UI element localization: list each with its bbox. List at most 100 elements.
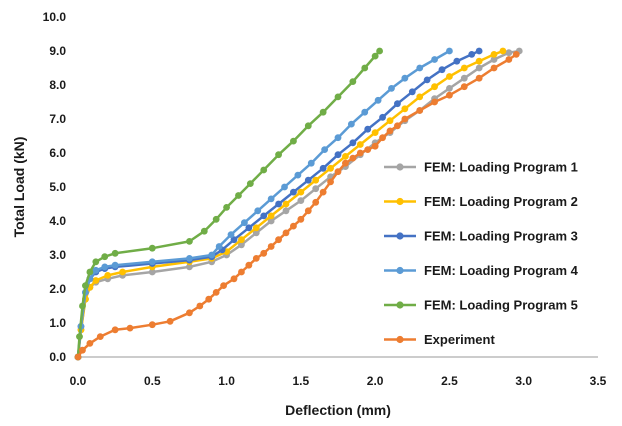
data-point [371, 129, 379, 137]
data-point [282, 200, 290, 208]
data-point [349, 78, 357, 85]
x-tick-label: 1.5 [293, 374, 310, 388]
legend-item: FEM: Loading Program 1 [384, 160, 578, 175]
y-tick-label: 2.0 [49, 282, 66, 296]
data-point [334, 151, 342, 159]
data-point [252, 224, 260, 232]
y-tick-label: 4.0 [49, 214, 66, 228]
legend-label: FEM: Loading Program 3 [424, 229, 578, 244]
data-point [212, 289, 220, 296]
data-point [267, 195, 275, 203]
x-tick-label: 0.5 [144, 374, 161, 388]
legend-item: FEM: Loading Program 3 [384, 229, 578, 244]
x-axis-title: Deflection (mm) [285, 402, 391, 418]
data-point [252, 255, 260, 262]
data-point [200, 227, 208, 235]
data-point [361, 64, 369, 72]
data-point [319, 108, 327, 116]
data-point [327, 178, 334, 186]
data-point [96, 333, 104, 340]
legend-swatch-marker [396, 197, 404, 206]
legend-swatch-marker [396, 301, 404, 309]
data-point [490, 51, 498, 58]
data-point [394, 100, 401, 108]
data-point [267, 217, 275, 225]
x-tick-label: 2.0 [367, 374, 384, 388]
legend-label: FEM: Loading Program 5 [424, 298, 578, 313]
x-tick-label: 3.0 [515, 374, 532, 388]
data-point [423, 76, 431, 84]
data-point [92, 266, 100, 274]
data-point [327, 164, 334, 172]
data-point [376, 47, 383, 55]
data-point [101, 263, 109, 271]
data-point [101, 253, 109, 261]
data-point [166, 317, 174, 325]
legend-swatch-marker [396, 232, 404, 240]
data-point [394, 122, 401, 130]
data-point [196, 302, 204, 310]
data-point [512, 51, 520, 58]
data-point [460, 64, 468, 72]
x-tick-label: 3.5 [590, 374, 607, 388]
data-point [475, 47, 483, 55]
data-point [408, 88, 416, 96]
data-point [364, 146, 372, 154]
data-point [475, 57, 483, 65]
series-layer [74, 47, 523, 361]
y-axis-title: Total Load (kN) [11, 137, 27, 238]
data-point [208, 251, 216, 259]
data-point [475, 64, 483, 72]
data-point [446, 47, 453, 55]
data-point [275, 151, 282, 159]
data-point [227, 231, 235, 239]
legend-label: FEM: Loading Program 4 [424, 263, 579, 278]
data-point [267, 243, 275, 250]
series-4 [74, 47, 453, 361]
data-point [148, 268, 156, 276]
data-point [446, 85, 453, 92]
series-line [76, 49, 451, 358]
data-point [431, 56, 438, 63]
data-point [490, 64, 498, 72]
legend-swatch-marker [396, 266, 404, 275]
data-point [76, 333, 83, 340]
data-point [223, 204, 230, 211]
legend-label: FEM: Loading Program 2 [424, 194, 578, 209]
data-point [92, 258, 100, 266]
data-point [282, 207, 290, 215]
legend-label: Experiment [424, 332, 495, 347]
data-point [312, 198, 320, 206]
y-tick-label: 8.0 [49, 78, 66, 92]
y-tick-label: 3.0 [49, 248, 66, 262]
data-point [297, 188, 305, 196]
data-point [499, 47, 507, 55]
data-point [460, 74, 468, 82]
data-point [304, 176, 312, 184]
data-point [401, 74, 409, 82]
data-point [235, 192, 242, 199]
legend-item: FEM: Loading Program 2 [384, 194, 578, 209]
data-point [119, 268, 126, 276]
data-point [254, 207, 262, 215]
data-point [334, 93, 342, 101]
data-point [416, 107, 424, 114]
data-point [238, 236, 245, 244]
data-point [186, 263, 193, 271]
data-point [416, 64, 424, 72]
data-point [246, 180, 254, 188]
y-tick-label: 10.0 [43, 10, 67, 24]
data-point [111, 326, 119, 334]
data-point [79, 302, 86, 310]
data-point [126, 324, 134, 332]
series-line [76, 50, 381, 358]
data-point [205, 295, 213, 303]
data-point [460, 83, 468, 91]
legend: FEM: Loading Program 1 FEM: Loading Progr… [384, 160, 579, 347]
data-point [230, 236, 238, 244]
data-point [252, 229, 260, 237]
data-point [349, 139, 357, 147]
x-tick-labels: 0.0 0.5 1.0 1.5 2.0 2.5 3.0 3.5 [70, 374, 607, 388]
data-point [86, 268, 94, 276]
legend-item: Experiment [384, 332, 495, 347]
